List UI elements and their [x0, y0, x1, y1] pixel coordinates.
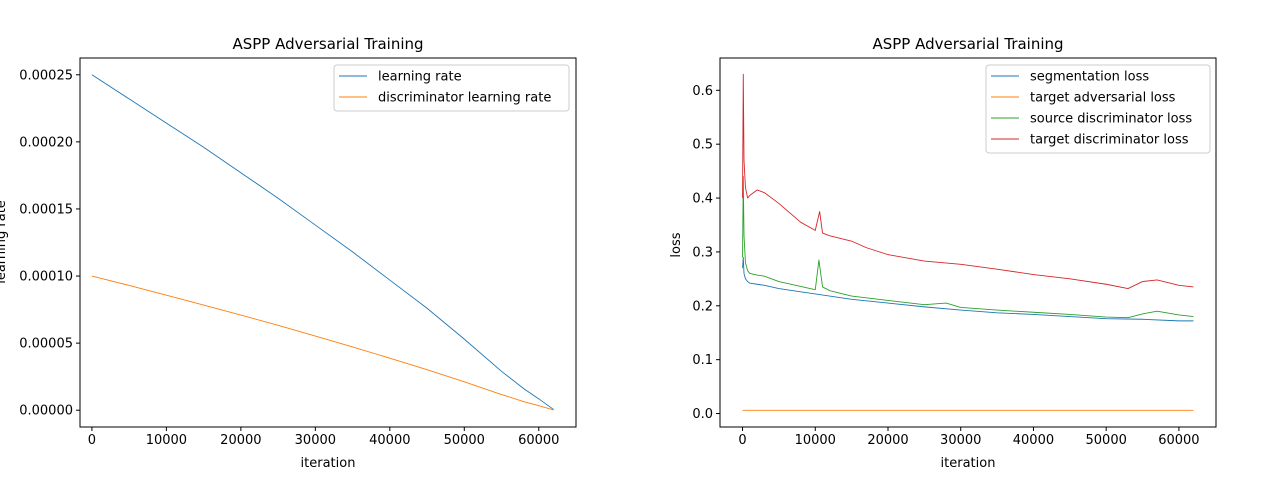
plot-lines: [742, 73, 1194, 411]
y-tick-label: 0.2: [692, 299, 713, 314]
x-axis-ticks: 0 10000 20000 30000 40000 50000 60000: [738, 427, 1200, 448]
legend-box: [985, 64, 1211, 154]
x-tick-label: 20000: [220, 433, 261, 448]
series-line-2: [742, 176, 1194, 319]
legend-label-1: discriminator learning rate: [378, 91, 551, 106]
y-tick-label: 0.00010: [19, 270, 73, 285]
x-tick-label: 50000: [1086, 433, 1127, 448]
x-tick-label: 0: [738, 433, 746, 448]
x-axis-label: iteration: [941, 456, 996, 471]
legend-label-0: learning rate: [378, 70, 462, 85]
x-tick-label: 50000: [444, 433, 485, 448]
y-tick-label: 0.00020: [19, 135, 73, 150]
x-tick-label: 10000: [146, 433, 187, 448]
y-tick-label: 0.5: [692, 138, 713, 153]
x-axis-ticks: 0 10000 20000 30000 40000 50000 60000: [88, 427, 559, 448]
y-axis-label: loss: [669, 232, 684, 257]
y-axis-ticks: 0.0 0.1 0.2 0.3 0.4 0.5 0.6: [692, 84, 720, 422]
x-axis-label: iteration: [301, 456, 356, 471]
legend-box: [333, 64, 570, 112]
legend-label-0: segmentation loss: [1030, 70, 1149, 85]
legend-label-2: source discriminator loss: [1030, 112, 1192, 127]
plot-frame: [79, 57, 577, 428]
legend: segmentation loss target adversarial loss…: [985, 64, 1211, 154]
y-tick-label: 0.00015: [19, 202, 73, 217]
y-axis-label: learning rate: [0, 200, 9, 284]
x-tick-label: 60000: [518, 433, 559, 448]
y-axis-ticks: 0.00000 0.00005 0.00010 0.00015 0.00020 0.000…: [19, 68, 80, 419]
x-tick-label: 30000: [940, 433, 981, 448]
x-tick-label: 40000: [369, 433, 410, 448]
loss-chart: ASPP Adversarial Training 0 10000 20000 300…: [669, 35, 1217, 471]
series-line-0: [742, 256, 1194, 322]
y-tick-label: 0.0: [692, 407, 713, 422]
series-line-1: [91, 275, 554, 411]
x-tick-label: 0: [88, 433, 96, 448]
y-tick-label: 0.1: [692, 353, 713, 368]
x-tick-label: 10000: [795, 433, 836, 448]
y-tick-label: 0.00025: [19, 68, 73, 83]
chart-title: ASPP Adversarial Training: [232, 35, 423, 53]
x-tick-label: 20000: [867, 433, 908, 448]
plot-frame: [719, 57, 1217, 428]
x-tick-label: 40000: [1013, 433, 1054, 448]
chart-title: ASPP Adversarial Training: [872, 35, 1063, 53]
x-tick-label: 30000: [295, 433, 336, 448]
y-tick-label: 0.00005: [19, 337, 73, 352]
legend-label-1: target adversarial loss: [1030, 91, 1176, 106]
x-tick-label: 60000: [1158, 433, 1199, 448]
legend: learning rate discriminator learning rate: [333, 64, 570, 112]
legend-label-3: target discriminator loss: [1030, 133, 1189, 148]
y-tick-label: 0.4: [692, 192, 713, 207]
plot-lines: [91, 74, 554, 411]
series-line-0: [91, 74, 554, 410]
y-tick-label: 0.3: [692, 245, 713, 260]
learning-rate-chart: ASPP Adversarial Training 0 10000 20000 300…: [0, 35, 577, 471]
y-tick-label: 0.6: [692, 84, 713, 99]
series-line-3: [742, 73, 1194, 290]
y-tick-label: 0.00000: [19, 404, 73, 419]
